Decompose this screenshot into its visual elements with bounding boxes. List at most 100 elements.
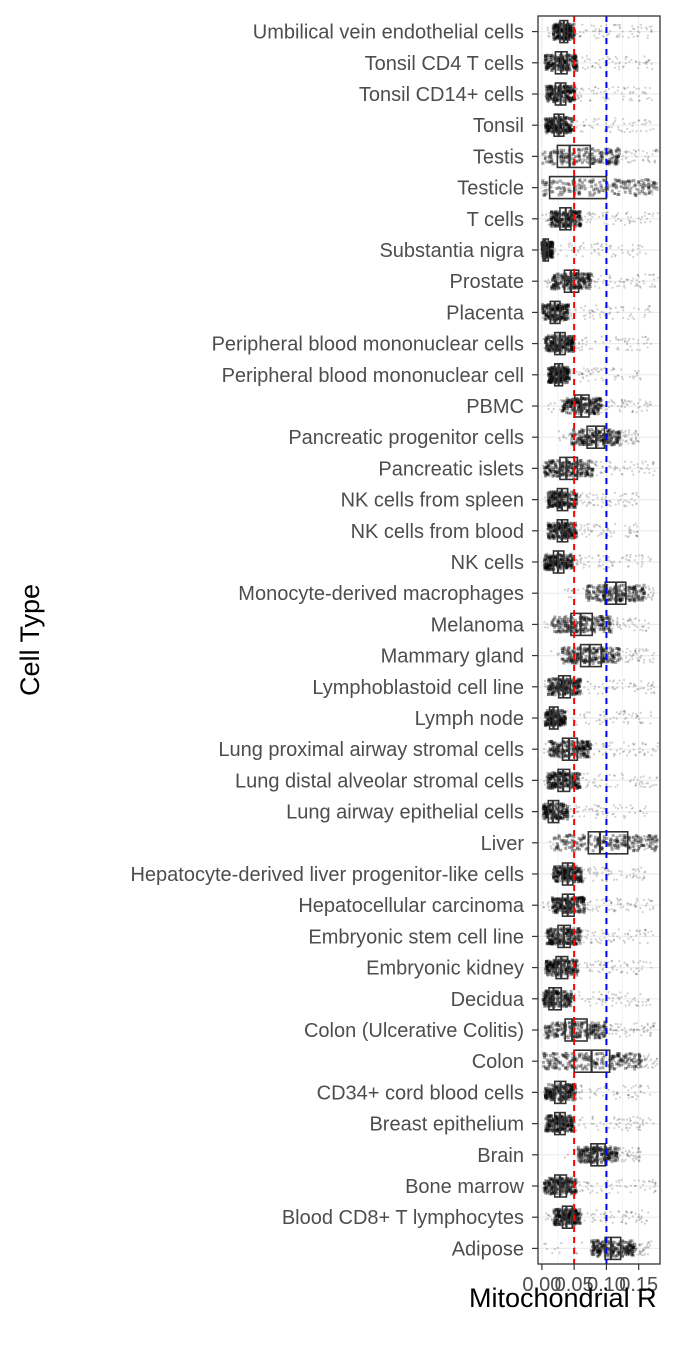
data-point — [654, 161, 657, 164]
category-points — [544, 84, 653, 104]
data-point — [568, 29, 572, 33]
data-point — [614, 336, 618, 339]
data-point — [618, 61, 621, 64]
data-point — [598, 399, 602, 403]
data-point — [585, 118, 588, 121]
data-point — [562, 66, 566, 70]
data-point — [618, 434, 621, 437]
data-point — [552, 28, 556, 32]
data-point — [577, 216, 581, 220]
data-point — [550, 181, 554, 185]
data-point — [578, 158, 582, 162]
data-point — [546, 285, 549, 288]
data-point — [562, 222, 566, 226]
data-point — [559, 122, 563, 126]
data-point — [572, 32, 576, 36]
data-point — [565, 437, 568, 440]
data-point — [608, 312, 611, 315]
data-point — [569, 242, 572, 245]
data-point — [557, 85, 561, 89]
data-point — [566, 64, 570, 68]
data-point — [591, 432, 595, 436]
data-point — [617, 24, 620, 27]
data-point — [551, 27, 555, 31]
data-point — [647, 192, 651, 195]
data-point — [544, 95, 547, 98]
data-point — [576, 62, 579, 65]
data-point — [542, 467, 545, 470]
data-point — [575, 32, 578, 36]
data-point — [556, 67, 560, 71]
data-point — [565, 97, 569, 101]
data-point — [628, 466, 632, 469]
data-point — [599, 525, 602, 529]
data-point — [548, 95, 551, 98]
data-point — [650, 98, 653, 102]
data-point — [570, 23, 574, 27]
data-point — [545, 87, 549, 91]
data-point — [569, 54, 573, 58]
data-point — [568, 117, 572, 121]
data-point — [544, 117, 548, 121]
data-point — [601, 57, 604, 60]
data-point — [615, 440, 619, 444]
data-point — [578, 91, 581, 94]
data-point — [559, 118, 563, 122]
data-point — [590, 347, 594, 350]
data-point — [556, 29, 560, 33]
data-point — [563, 23, 567, 27]
data-point — [622, 95, 625, 98]
data-point — [635, 525, 639, 528]
data-point — [614, 180, 618, 183]
data-point — [635, 502, 638, 505]
data-point — [626, 86, 629, 89]
data-point — [607, 160, 611, 164]
data-point — [581, 502, 584, 505]
data-point — [611, 60, 614, 63]
data-point — [622, 309, 625, 312]
data-point — [547, 223, 550, 226]
data-point — [567, 23, 571, 27]
data-point — [568, 87, 572, 91]
data-point — [607, 157, 611, 161]
data-point — [555, 125, 559, 129]
data-point — [639, 185, 642, 188]
data-point — [587, 379, 590, 383]
data-point — [558, 121, 562, 125]
data-point — [550, 127, 554, 130]
data-point — [549, 281, 552, 284]
data-point — [568, 33, 572, 37]
data-point — [646, 66, 649, 69]
data-point — [554, 24, 558, 28]
data-point — [567, 85, 571, 89]
data-point — [547, 278, 550, 282]
data-point — [580, 181, 584, 185]
data-point — [617, 405, 620, 408]
data-point — [610, 441, 613, 444]
data-point — [645, 217, 649, 220]
data-point — [585, 147, 589, 151]
data-point — [635, 534, 639, 537]
data-point — [567, 27, 571, 31]
data-point — [613, 435, 617, 438]
data-point — [578, 496, 581, 499]
data-point — [550, 216, 554, 220]
data-point — [575, 59, 579, 63]
data-point — [572, 428, 576, 432]
data-point — [560, 37, 564, 41]
data-point — [568, 376, 571, 380]
data-point — [641, 335, 644, 339]
data-point — [562, 185, 566, 189]
data-point — [573, 57, 577, 61]
data-point — [548, 373, 551, 376]
data-point — [649, 220, 652, 223]
data-point — [603, 35, 606, 38]
data-point — [627, 348, 630, 351]
data-point — [613, 368, 616, 371]
data-point — [607, 189, 610, 192]
data-point — [608, 58, 612, 61]
data-point — [568, 128, 572, 132]
data-point — [650, 30, 653, 33]
data-point — [546, 121, 550, 125]
data-point — [587, 496, 590, 499]
